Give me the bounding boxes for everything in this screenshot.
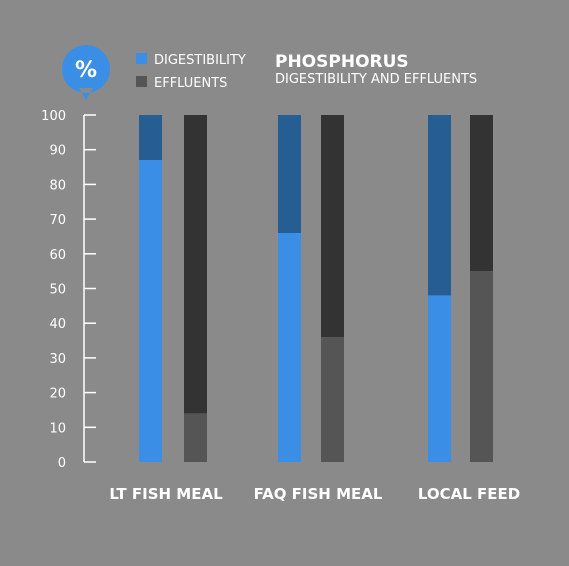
y-tick-label: 50 [49, 283, 66, 298]
y-tick-label: 90 [49, 144, 66, 159]
category-label: LOCAL FEED [418, 485, 520, 503]
percent-symbol: % [75, 58, 97, 83]
bar-digestibility [139, 160, 162, 463]
y-tick-label: 40 [49, 317, 66, 332]
legend-label-digestibility: DIGESTIBILITY [154, 53, 246, 68]
bar-remainder-effluents [470, 115, 493, 272]
y-tick-label: 0 [58, 456, 66, 471]
bar-digestibility [278, 232, 301, 462]
y-tick-label: 30 [49, 352, 66, 367]
y-tick-label: 70 [49, 213, 66, 228]
category-label: FAQ FISH MEAL [254, 485, 383, 503]
percent-badge: % [61, 45, 110, 100]
category-label: LT FISH MEAL [109, 485, 223, 503]
category-labels: LT FISH MEAL FAQ FISH MEAL LOCAL FEED [109, 485, 520, 503]
percent-badge-icon [61, 45, 110, 100]
bar-effluents [321, 337, 344, 462]
legend-swatch-digestibility [136, 53, 147, 64]
bar-remainder-digestibility [428, 115, 451, 296]
y-axis: 0 10 20 30 40 50 60 70 80 90 100 [41, 109, 96, 471]
chart-title: PHOSPHORUS [275, 52, 409, 72]
y-tick-label: 60 [49, 248, 66, 263]
legend-label-effluents: EFFLUENTS [154, 76, 227, 91]
bar-remainder-digestibility [278, 115, 301, 233]
bar-digestibility [428, 295, 451, 462]
y-tick-label: 100 [41, 109, 66, 124]
chart-subtitle: DIGESTIBILITY AND EFFLUENTS [275, 72, 477, 87]
bar-effluents [184, 413, 207, 462]
bars [139, 115, 493, 463]
bar-effluents [470, 271, 493, 462]
bar-remainder-effluents [184, 115, 207, 414]
bar-remainder-digestibility [139, 115, 162, 161]
y-tick-label: 80 [49, 178, 66, 193]
bar-remainder-effluents [321, 115, 344, 338]
y-tick-label: 20 [49, 387, 66, 402]
y-tick-label: 10 [49, 421, 66, 436]
legend: DIGESTIBILITY EFFLUENTS [136, 53, 246, 91]
legend-swatch-effluents [136, 76, 147, 87]
